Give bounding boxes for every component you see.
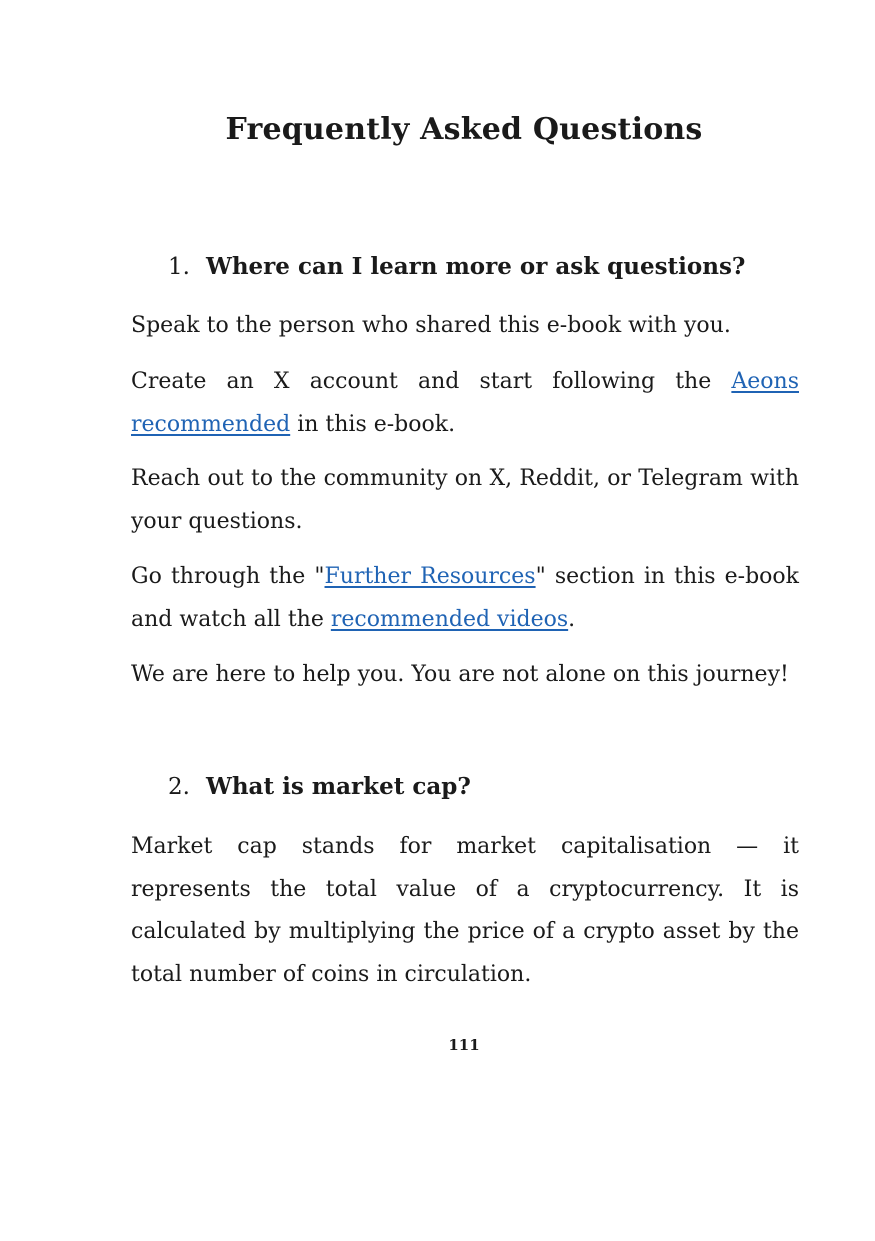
answer-paragraph: Reach out to the community on X, Reddit,… xyxy=(131,466,799,534)
further-resources-link[interactable]: Further Resources xyxy=(324,564,536,589)
answer-paragraph: Go through the "Further Resources" secti… xyxy=(131,556,799,641)
page-number: 111 xyxy=(448,1036,480,1054)
question-number: 1. xyxy=(168,254,190,280)
question-text: What is market cap? xyxy=(206,773,471,800)
answer-paragraph: Speak to the person who shared this e-bo… xyxy=(131,313,731,338)
question-text: Where can I learn more or ask questions? xyxy=(206,253,746,280)
aeons-recommended-link[interactable]: Aeons recommended xyxy=(131,369,799,437)
page-title: Frequently Asked Questions xyxy=(225,112,703,147)
text-segment: " section in this e-book and watch all t… xyxy=(131,564,799,632)
question-heading-1: 1. Where can I learn more or ask question… xyxy=(168,251,745,283)
text-segment: in this e-book. xyxy=(290,411,456,437)
text-segment: . xyxy=(568,606,576,632)
text-segment: Go through the " xyxy=(131,564,325,589)
question-number: 2. xyxy=(168,774,190,800)
recommended-videos-link[interactable]: recommended videos xyxy=(330,606,569,632)
answer-paragraph: Market cap stands for market capitalisat… xyxy=(131,834,799,987)
text-segment: Create an X account and start following … xyxy=(131,369,732,394)
answer-paragraph: Create an X account and start following … xyxy=(131,361,799,446)
answer-paragraph: We are here to help you. You are not alo… xyxy=(131,662,789,687)
question-heading-2: 2. What is market cap? xyxy=(168,771,471,803)
